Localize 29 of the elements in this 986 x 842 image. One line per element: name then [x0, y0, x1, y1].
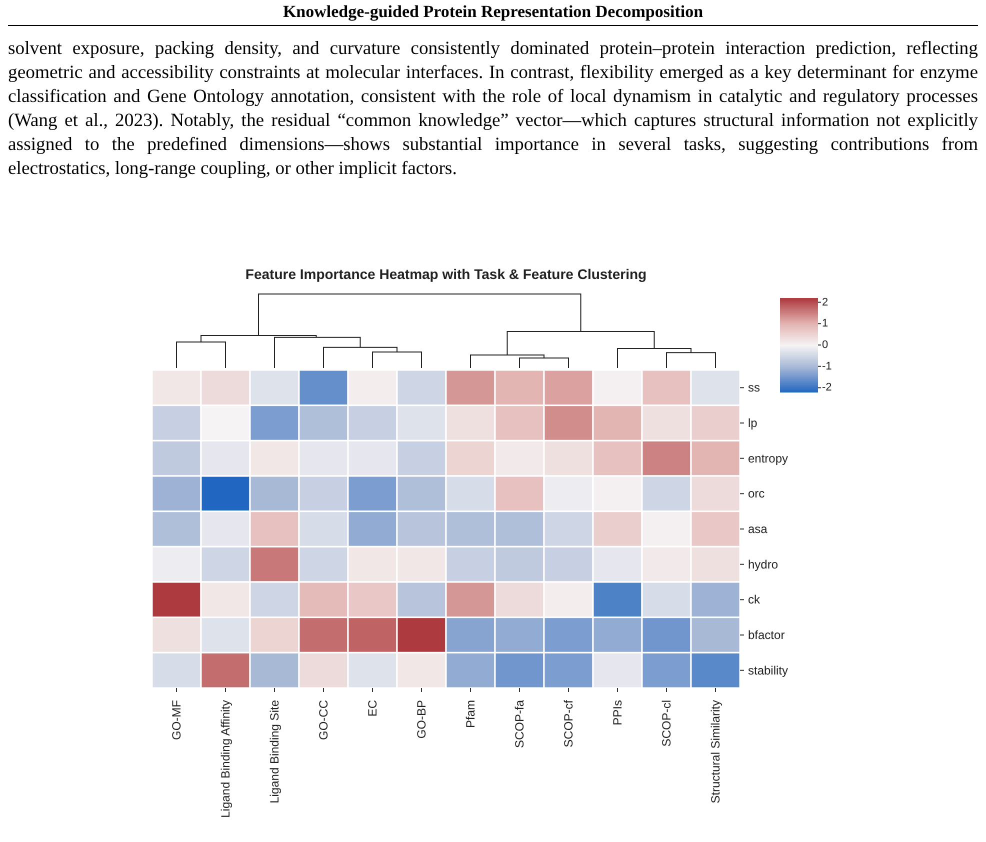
chart-title: Feature Importance Heatmap with Task & Feature Clustering [244, 266, 648, 282]
color-bar-label: 0 [822, 339, 828, 351]
x-tick-label: GO-CC [316, 700, 330, 740]
y-tick-label: entropy [748, 451, 788, 466]
x-tick-label: Ligand Binding Site [268, 700, 282, 804]
y-tick-label: lp [748, 416, 758, 430]
y-tick-label: stability [748, 663, 788, 678]
y-tick-label: ck [748, 592, 761, 607]
x-tick-label: SCOP-fa [512, 700, 526, 748]
x-tick-label: PPIs [610, 700, 624, 726]
y-tick-label: asa [748, 522, 768, 536]
color-bar-label: -1 [822, 360, 832, 372]
y-tick-label: hydro [748, 557, 778, 572]
x-tick-label: Ligand Binding Affinity [218, 700, 232, 818]
color-bar-label: -2 [822, 382, 832, 394]
color-bar-label: 1 [822, 318, 828, 330]
y-tick-label: orc [748, 486, 765, 501]
x-tick-label: Pfam [464, 700, 478, 728]
x-tick-label: GO-MF [170, 700, 184, 740]
text: solvent exposure, packing density, and curvature consistently dominated protein–protein interaction prediction, reflecting geometric and accessibility constraints at molecular interfaces. In contrast, flexibility emerged as a key determinant for enzyme classification and Gene Ontology annotation, consistent with the role of local dynamism in catalytic and regulatory processes (Wang et al., 2023). Notably, the residual “common knowledge” vector—which captures structural information not explicitly assigned to the predefined dimensions—shows substantial importance in several tasks, suggesting contributions from electrostatics, long-range coupling, or other implicit factors. [8, 37, 978, 181]
y-tick-label: bfactor [748, 628, 785, 642]
x-tick-label: SCOP-cl [660, 700, 674, 747]
color-bar-label: 2 [822, 296, 828, 308]
text: Knowledge-guided Protein Representation Decomposition [8, 2, 978, 26]
x-tick-label: Structural Similarity [708, 700, 722, 804]
x-tick-label: GO-BP [414, 700, 428, 739]
y-tick-label: ss [748, 380, 760, 395]
x-tick-label: EC [366, 700, 380, 717]
x-tick-label: SCOP-cf [562, 699, 576, 748]
